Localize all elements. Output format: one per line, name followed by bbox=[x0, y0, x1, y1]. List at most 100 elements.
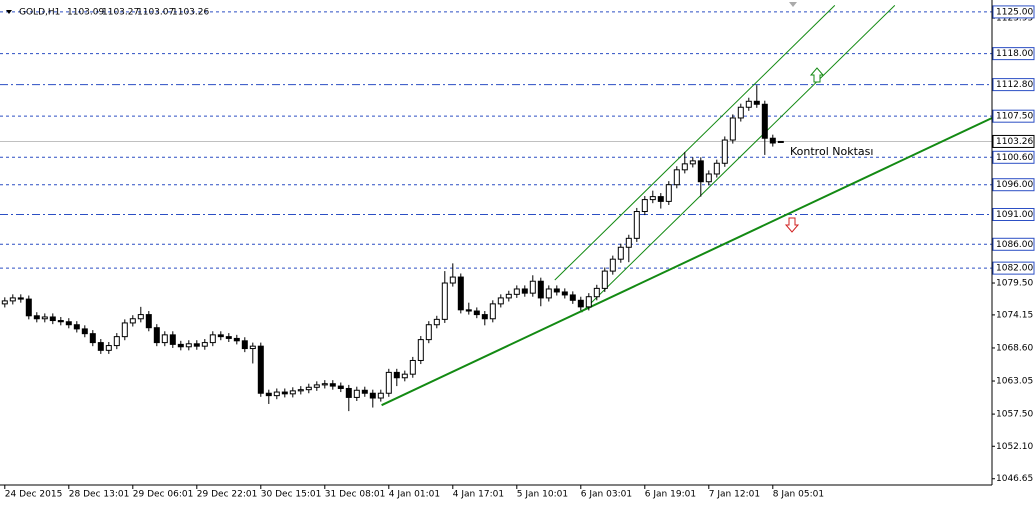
y-tick-label: 1123.95 bbox=[996, 14, 1033, 24]
y-tick-label: 1052.10 bbox=[996, 442, 1033, 452]
candle-body bbox=[529, 280, 536, 294]
candle-body bbox=[113, 336, 120, 347]
candle-body bbox=[737, 106, 744, 119]
candle-body bbox=[81, 328, 88, 335]
candle-body bbox=[481, 314, 488, 320]
candle-body bbox=[577, 299, 584, 308]
candle-body bbox=[129, 318, 136, 324]
candle-body bbox=[265, 392, 272, 397]
close: 1103.26 bbox=[172, 8, 209, 18]
open: 1103.09 bbox=[67, 8, 104, 18]
level-label: 1125.00 bbox=[996, 7, 1033, 17]
candle-body bbox=[505, 293, 512, 299]
candle-body bbox=[513, 288, 520, 295]
candle-body bbox=[297, 389, 304, 392]
candle-body bbox=[393, 371, 400, 379]
candle-body bbox=[601, 270, 608, 289]
candle-body bbox=[713, 162, 720, 175]
candle-body bbox=[345, 387, 352, 398]
candle-body bbox=[761, 103, 768, 139]
candle-body bbox=[73, 324, 80, 330]
candle-body bbox=[161, 334, 168, 344]
candle-body bbox=[521, 288, 528, 294]
candle-body bbox=[289, 390, 296, 395]
candle-body bbox=[561, 291, 568, 296]
x-tick-label: 6 Jan 19:01 bbox=[645, 490, 696, 500]
candle-body bbox=[569, 294, 576, 301]
candle-body bbox=[257, 345, 264, 394]
candle-body bbox=[9, 297, 16, 302]
candle-body bbox=[89, 333, 96, 344]
candle-body bbox=[385, 371, 392, 394]
symbol: GOLD,H1 bbox=[19, 8, 60, 18]
candle-body bbox=[361, 389, 368, 394]
candle-body bbox=[25, 298, 32, 317]
candle-body bbox=[217, 334, 224, 338]
level-label-box bbox=[992, 178, 1035, 192]
x-tick-label: 6 Jan 03:01 bbox=[581, 490, 632, 500]
x-tick-label: 7 Jan 12:01 bbox=[709, 490, 760, 500]
x-tick-label: 29 Dec 06:01 bbox=[133, 490, 194, 500]
candle-body bbox=[705, 173, 712, 183]
candle-body bbox=[553, 288, 560, 293]
candle-body bbox=[465, 309, 472, 312]
x-tick-label: 28 Dec 13:01 bbox=[69, 490, 130, 500]
candle-body bbox=[545, 288, 552, 299]
level-label-box bbox=[992, 237, 1035, 251]
candle-body bbox=[337, 385, 344, 389]
level-label-box bbox=[992, 5, 1035, 19]
candle-body bbox=[193, 343, 200, 347]
y-tick-label: 1074.15 bbox=[996, 310, 1033, 320]
x-tick-label: 5 Jan 10:01 bbox=[517, 490, 568, 500]
menu-arrow[interactable] bbox=[6, 10, 12, 14]
candle-body bbox=[185, 343, 192, 348]
candle-body bbox=[281, 391, 288, 395]
candle-body bbox=[425, 324, 432, 341]
candle-body bbox=[305, 386, 312, 391]
candle-body bbox=[409, 359, 416, 375]
annotation: Kontrol Noktası bbox=[790, 145, 873, 158]
candle-body bbox=[697, 160, 704, 183]
level-label: 1118.00 bbox=[996, 49, 1033, 59]
candle-body bbox=[417, 339, 424, 361]
trendline bbox=[381, 117, 993, 407]
candle-body bbox=[641, 199, 648, 213]
y-tick-label: 1068.60 bbox=[996, 343, 1033, 353]
candle-body bbox=[1, 300, 8, 305]
candle-body bbox=[497, 297, 504, 305]
level-label: 1100.60 bbox=[996, 153, 1033, 163]
candle-body bbox=[153, 327, 160, 344]
candle-body bbox=[593, 287, 600, 298]
candle-body bbox=[657, 196, 664, 202]
candle-body bbox=[377, 392, 384, 399]
candle-body bbox=[473, 310, 480, 316]
candle-body bbox=[769, 137, 776, 144]
y-tick-label: 1063.05 bbox=[996, 377, 1033, 387]
x-tick-label: 30 Dec 15:01 bbox=[261, 490, 322, 500]
candle-body bbox=[729, 117, 736, 141]
candle-body bbox=[169, 334, 176, 345]
low: 1103.07 bbox=[137, 8, 174, 18]
candle-body bbox=[233, 337, 240, 342]
candle-body bbox=[41, 316, 48, 320]
candle-body bbox=[777, 140, 784, 143]
candle-body bbox=[633, 211, 640, 239]
candle-body bbox=[105, 345, 112, 351]
trendline bbox=[554, 5, 836, 281]
candle-body bbox=[17, 297, 24, 300]
shift-marker bbox=[789, 2, 797, 7]
candle-body bbox=[273, 391, 280, 397]
high: 1103.27 bbox=[102, 8, 139, 18]
candle-body bbox=[241, 340, 248, 350]
candle-body bbox=[489, 303, 496, 320]
y-tick-label: 1079.50 bbox=[996, 279, 1033, 289]
candle-body bbox=[673, 169, 680, 186]
x-tick-label: 24 Dec 2015 bbox=[5, 490, 63, 500]
level-label: 1082.00 bbox=[996, 264, 1033, 274]
candle-body bbox=[537, 280, 544, 299]
candle-body bbox=[649, 196, 656, 201]
price-label: 1103.26 bbox=[996, 137, 1033, 147]
y-tick-label: 1057.50 bbox=[996, 410, 1033, 420]
level-label: 1107.50 bbox=[996, 112, 1033, 122]
